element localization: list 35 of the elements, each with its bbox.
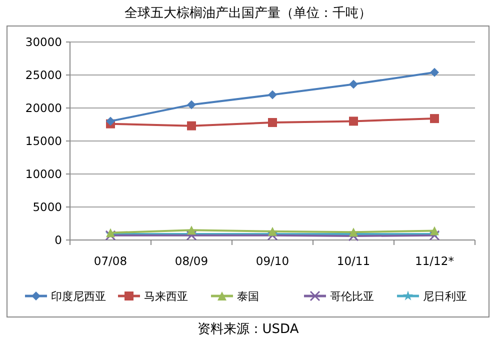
point bbox=[106, 116, 115, 126]
point bbox=[187, 226, 196, 235]
point bbox=[429, 230, 440, 241]
y-tick-label: 15000 bbox=[25, 134, 62, 148]
legend-label: 尼日利亚 bbox=[423, 290, 467, 303]
point bbox=[186, 230, 197, 241]
y-tick-label: 5000 bbox=[32, 200, 62, 214]
y-tick-label: 20000 bbox=[25, 101, 62, 115]
y-tick-label: 25000 bbox=[25, 68, 62, 82]
x-tick-label: 08/09 bbox=[174, 254, 208, 268]
chart-title: 全球五大棕榈油产出国产量（单位：千吨） bbox=[124, 6, 372, 21]
point bbox=[349, 116, 358, 126]
point bbox=[430, 226, 439, 236]
text: 资料来源：USDA bbox=[197, 322, 299, 337]
point bbox=[348, 230, 359, 242]
y-tick-label: 10000 bbox=[25, 167, 62, 181]
x-tick-label: 11/12* bbox=[415, 254, 454, 268]
y-tick-label: 30000 bbox=[25, 35, 62, 49]
point bbox=[268, 226, 277, 236]
legend-label: 印度尼西亚 bbox=[51, 290, 106, 303]
point bbox=[268, 118, 277, 128]
point bbox=[349, 80, 358, 89]
point bbox=[430, 114, 439, 124]
point bbox=[187, 100, 196, 110]
point bbox=[105, 230, 116, 241]
x-tick-label: 09/10 bbox=[256, 254, 290, 268]
point bbox=[268, 90, 277, 100]
x-tick-label: 07/08 bbox=[94, 254, 128, 268]
y-tick-label: 0 bbox=[54, 233, 62, 247]
legend-label: 马来西亚 bbox=[144, 290, 188, 303]
legend-label: 哥伦比亚 bbox=[330, 290, 374, 303]
legend-label: 泰国 bbox=[237, 290, 259, 303]
point bbox=[187, 121, 196, 130]
x-tick-label: 10/11 bbox=[336, 254, 370, 268]
point bbox=[430, 68, 439, 77]
